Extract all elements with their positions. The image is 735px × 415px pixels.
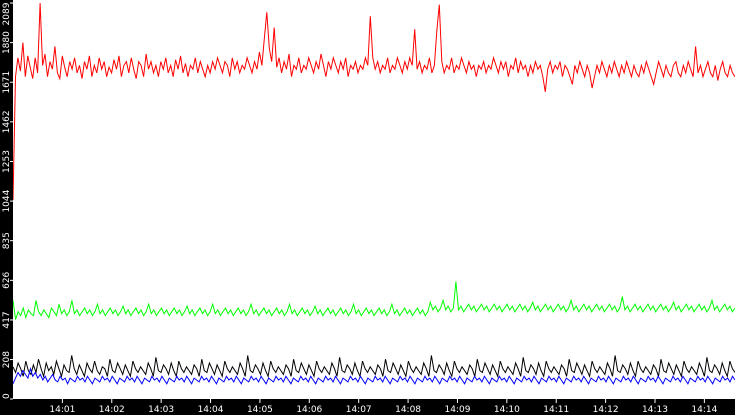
- y-tick-label: 417: [2, 311, 12, 328]
- y-tick-label: 1253: [2, 150, 12, 173]
- series-line-0: [12, 2, 735, 201]
- x-tick-label: 14:08: [395, 405, 421, 415]
- y-tick-label: 1880: [2, 31, 12, 54]
- y-tick-label: 208: [2, 351, 12, 368]
- x-axis-ticks: 14:01 14:02 14:03 14:04 14:05 14:06 14:07 14:08…: [49, 399, 718, 415]
- series-line-1: [12, 281, 735, 320]
- y-tick-label: 1044: [2, 189, 12, 212]
- x-tick-label: 14:05: [247, 405, 273, 415]
- x-tick-label: 14:10: [494, 405, 520, 415]
- x-tick-label: 14:12: [593, 405, 619, 415]
- y-tick-label: 1671: [2, 71, 12, 94]
- y-axis-band: [0, 0, 13, 399]
- x-tick-label: 14:03: [148, 405, 174, 415]
- y-tick-label: 2089: [2, 2, 12, 25]
- x-tick-label: 14:01: [49, 405, 75, 415]
- x-tick-label: 14:11: [543, 405, 569, 415]
- x-axis-band: [0, 399, 735, 415]
- x-tick-label: 14:09: [444, 405, 470, 415]
- x-tick-label: 14:13: [642, 405, 668, 415]
- y-tick-label: 0: [2, 393, 12, 399]
- series-layer: [12, 2, 735, 386]
- x-tick-label: 14:14: [691, 405, 717, 415]
- x-tick-label: 14:07: [346, 405, 372, 415]
- y-tick-label: 1462: [2, 110, 12, 133]
- x-tick-label: 14:02: [99, 405, 125, 415]
- y-tick-label: 835: [2, 232, 12, 249]
- series-line-2: [12, 355, 735, 379]
- x-tick-label: 14:04: [198, 405, 224, 415]
- x-tick-label: 14:06: [296, 405, 322, 415]
- y-axis-ticks: 0 208 417 626 835 1044 1253 1462 1671 1880 2089: [2, 2, 13, 400]
- y-tick-label: 626: [2, 271, 12, 288]
- series-line-3: [12, 366, 735, 386]
